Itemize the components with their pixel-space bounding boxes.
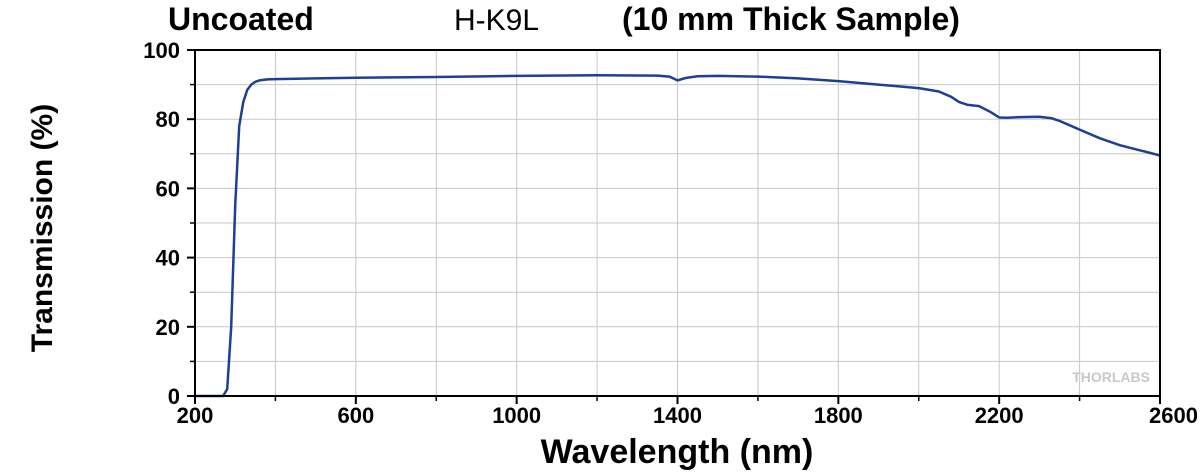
y-tick-label: 20 — [156, 315, 180, 340]
x-axis-label: Wavelength (nm) — [541, 433, 814, 470]
y-tick-label: 40 — [156, 246, 180, 271]
y-axis-label: Transmission (%) — [26, 104, 59, 352]
plot-frame — [194, 49, 1161, 397]
chart-title-part-1: Uncoated — [168, 1, 314, 37]
x-tick-label: 1800 — [814, 403, 863, 428]
y-tick-labels: 0 20 40 60 80 100 — [143, 38, 180, 409]
thorlabs-watermark: THORLABS — [1072, 369, 1150, 385]
x-tick-labels: 200 600 1000 1400 1800 2200 2600 — [177, 403, 1198, 428]
y-tick-label: 100 — [143, 38, 180, 63]
x-tick-label: 200 — [177, 403, 214, 428]
transmission-series-line — [195, 74, 1161, 398]
x-tick-label: 2200 — [975, 403, 1024, 428]
x-tick-label: 2600 — [1149, 403, 1198, 428]
x-tick-label: 1400 — [653, 403, 702, 428]
axis-ticks — [187, 49, 1161, 404]
grid-lines — [195, 50, 1160, 396]
chart-title-part-3: (10 mm Thick Sample) — [622, 1, 960, 37]
x-tick-label: 1000 — [492, 403, 541, 428]
series-lines — [195, 74, 1161, 398]
y-tick-label: 60 — [156, 176, 180, 201]
y-tick-label: 0 — [168, 384, 180, 409]
x-tick-label: 600 — [337, 403, 374, 428]
y-tick-label: 80 — [156, 107, 180, 132]
chart-title-part-2: H-K9L — [454, 4, 539, 37]
